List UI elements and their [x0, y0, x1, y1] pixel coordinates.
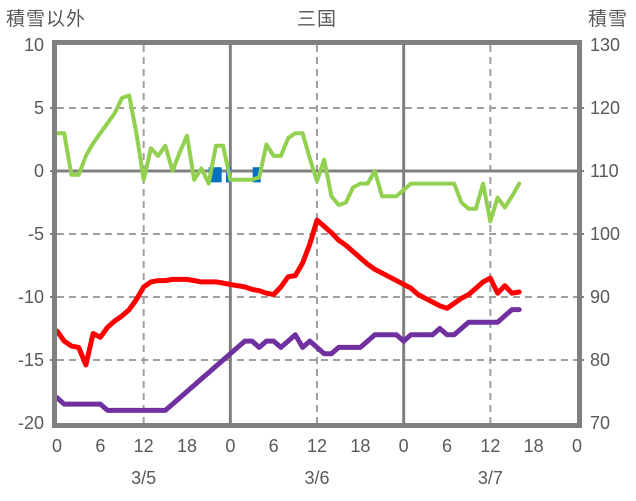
- right-axis-tick-label: 80: [590, 350, 610, 370]
- right-axis-tick-label: 100: [590, 224, 620, 244]
- right-axis-tick-label: 120: [590, 98, 620, 118]
- right-axis-title: 積雪: [587, 9, 628, 30]
- red-line: [54, 217, 522, 368]
- left-axis-tick-label: 10: [24, 35, 44, 55]
- x-axis-tick-label: 12: [134, 436, 154, 456]
- x-axis-tick-label: 0: [52, 436, 62, 456]
- purple-line: [54, 307, 522, 413]
- x-axis-tick-label: 12: [480, 436, 500, 456]
- right-axis-tick-label: 110: [590, 161, 619, 181]
- x-axis-tick-label: 0: [572, 436, 582, 456]
- x-axis-tick-label: 6: [269, 436, 279, 456]
- date-label: 3/6: [304, 468, 329, 488]
- x-axis-tick-label: 6: [442, 436, 452, 456]
- left-axis-title: 積雪以外: [6, 9, 87, 30]
- date-label: 3/7: [478, 468, 503, 488]
- green-line: [55, 93, 522, 224]
- left-axis-tick-label: -10: [18, 287, 44, 307]
- x-axis-tick-label: 18: [350, 436, 370, 456]
- x-axis-tick-label: 18: [524, 436, 544, 456]
- chart-title: 三国: [296, 9, 338, 30]
- blue-bar: [252, 167, 261, 183]
- left-axis-tick-label: -5: [28, 224, 44, 244]
- left-axis-tick-label: 0: [34, 161, 44, 181]
- x-axis-tick-label: 0: [399, 436, 409, 456]
- left-axis-tick-label: -15: [18, 350, 44, 370]
- right-axis-tick-label: 70: [590, 413, 610, 433]
- right-axis-tick-label: 130: [590, 35, 620, 55]
- left-axis-tick-label: -20: [18, 413, 44, 433]
- x-axis-tick-label: 12: [307, 436, 327, 456]
- x-axis-tick-label: 18: [177, 436, 197, 456]
- x-axis-tick-label: 6: [95, 436, 105, 456]
- date-label: 3/5: [131, 468, 156, 488]
- x-axis-tick-label: 0: [225, 436, 235, 456]
- right-axis-tick-label: 90: [590, 287, 610, 307]
- plot-border: [52, 40, 582, 428]
- left-axis-tick-label: 5: [34, 98, 44, 118]
